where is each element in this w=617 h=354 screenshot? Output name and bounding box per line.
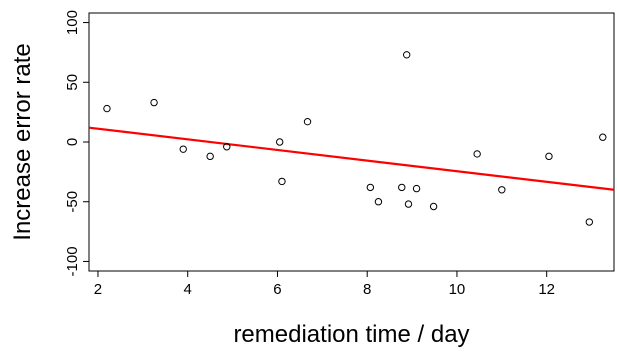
x-axis: 2 4 6 8 10 12	[94, 271, 555, 298]
data-point	[473, 150, 481, 158]
x-tick-label: 6	[273, 281, 281, 298]
y-tick-label: 100	[64, 10, 81, 35]
data-point	[179, 145, 187, 153]
data-point	[398, 183, 406, 192]
data-point	[498, 186, 506, 194]
data-point	[585, 218, 594, 226]
x-axis-title: remediation time / day	[233, 321, 469, 348]
data-point	[223, 143, 231, 151]
x-tick-label: 8	[363, 281, 371, 298]
data-point	[366, 183, 375, 192]
data-point	[278, 177, 286, 186]
y-tick-label: 0	[64, 138, 81, 146]
data-point	[412, 184, 421, 193]
data-points	[103, 51, 607, 226]
y-axis: -100 -50 0 50 100	[64, 10, 89, 276]
data-point	[276, 138, 284, 146]
data-point	[374, 198, 383, 206]
x-tick-label: 12	[538, 281, 555, 298]
x-tick-label: 10	[449, 281, 466, 298]
y-tick-label: -50	[64, 191, 81, 213]
y-axis-title: Increase error rate	[9, 43, 36, 240]
x-tick-label: 2	[94, 281, 102, 298]
data-point	[404, 200, 413, 208]
x-tick-label: 4	[184, 281, 192, 298]
y-tick-label: 50	[64, 74, 81, 91]
data-point	[429, 202, 438, 211]
data-point	[103, 104, 111, 113]
data-point	[303, 117, 312, 126]
data-point	[545, 152, 553, 161]
y-tick-label: -100	[64, 246, 81, 276]
data-point	[150, 98, 158, 107]
regression-line	[88, 126, 615, 191]
data-point	[206, 152, 214, 161]
data-point	[599, 133, 607, 141]
plot-frame	[88, 12, 615, 272]
data-point	[402, 51, 411, 59]
